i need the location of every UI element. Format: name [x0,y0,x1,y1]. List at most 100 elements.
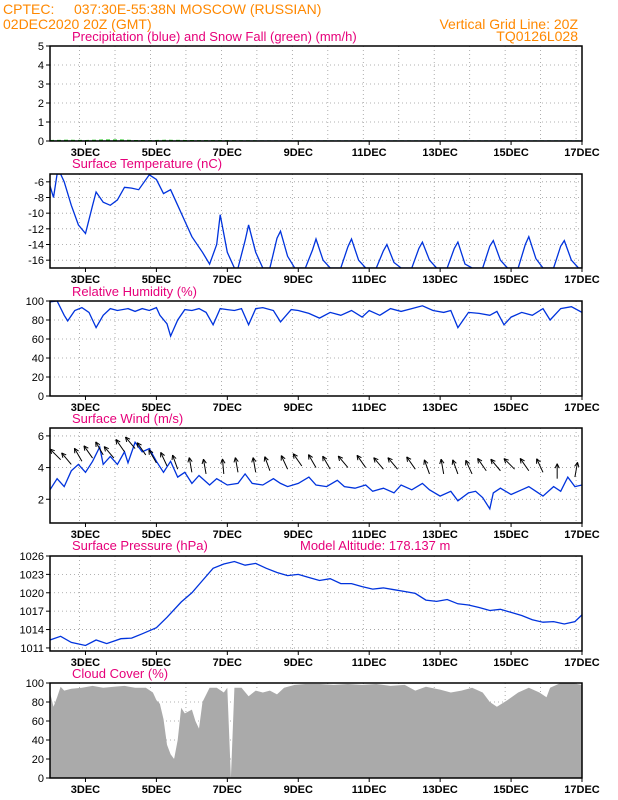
wind-frame [49,427,583,524]
wind-arrow-head [554,463,558,469]
x-tick-label: 17DEC [564,784,600,796]
wind-arrow-head [292,453,295,459]
cloud-title: Cloud Cover (%) [72,666,168,681]
wind-arrow [423,459,430,475]
wind-arrow-head [50,448,55,452]
rh-data [50,301,582,338]
wind-arrow-shaft [221,458,225,474]
wind-arrow [280,455,289,470]
wind-arrow [95,441,104,456]
x-tick-label: 15DEC [493,529,529,541]
wind-arrow [292,453,303,467]
wind-arrow-head [252,457,257,462]
wind-arrow-shaft [440,459,445,475]
y-tick-label: 3 [38,79,44,91]
wind-arrow [201,458,207,475]
wind-arrow [439,458,445,475]
wind-arrow-head [61,452,67,456]
y-tick-label: 2 [38,494,44,506]
wind-arrow-shaft [95,441,104,456]
temp-frame [49,173,583,269]
wind-arrow-head [203,458,207,464]
wind-arrow [519,458,530,472]
x-tick-label: 11DEC [352,529,387,541]
temp-grid [50,174,582,268]
y-tick-label: 100 [26,678,44,690]
wind-arrow [115,439,125,453]
wind-arrow-head [172,454,177,459]
wind-arrow [406,456,416,470]
wind-arrow-head [136,442,139,448]
x-tick-label: 9DEC [284,402,313,414]
wind-arrow-head [406,456,408,462]
wind-arrow-shaft [536,458,544,473]
wind-arrow-head [452,459,457,464]
wind-arrow-shaft [465,460,473,475]
wind-arrow-shaft [387,457,398,470]
wind-arrow [387,457,398,470]
wind-arrow-head [222,458,226,464]
x-tick-label: 15DEC [493,657,529,669]
wind-arrow-shaft [490,458,501,472]
wind-arrow-head [95,441,101,446]
wind-title: Surface Wind (m/s) [72,411,183,426]
wind-arrow-head [503,458,507,464]
x-tick-label: 7DEC [213,402,242,414]
wind-arrow-shaft [103,446,115,459]
wind-arrow-head [423,459,425,465]
wind-arrow [83,445,93,459]
wind-arrow [574,462,580,478]
wind-arrow-head [83,445,86,451]
wind-arrow-head [465,459,470,464]
wind-arrow-head [220,458,223,464]
wind-grid [50,428,582,523]
y-tick-label: 5 [38,41,44,53]
y-tick-label: -12 [28,224,44,236]
y-tick-label: 2 [38,98,44,110]
wind-arrow-shaft [503,458,515,470]
x-tick-label: 7DEC [213,784,242,796]
y-tick-label: 1023 [20,569,44,581]
wind-arrow-head [356,454,362,459]
wind-arrow-shaft [452,459,459,475]
y-tick-label: 0 [38,773,44,785]
wind-arrow-shaft [125,436,136,449]
wind-arrow-head [233,457,236,463]
wind-arrow-head [201,459,204,465]
x-tick-label: 9DEC [284,784,313,796]
y-tick-label: -8 [34,193,44,205]
y-tick-label: 80 [32,697,44,709]
x-tick-label: 5DEC [142,529,171,541]
wind-arrow-shaft [337,455,349,468]
wind-arrow-head [406,456,412,460]
wind-arrow-head [356,455,359,461]
x-tick-label: 9DEC [284,147,313,159]
y-tick-label: 0 [38,391,44,403]
wind-arrow [103,446,115,459]
wind-arrow-head [103,446,106,452]
wind-arrow-head [322,455,328,460]
wind-arrow-shaft [83,445,93,459]
x-tick-label: 7DEC [213,529,242,541]
y-tick-label: 6 [38,431,44,443]
temp-title: Surface Temperature (nC) [72,156,222,171]
header-location: 037:30E-55:38N MOSCOW (RUSSIAN) [74,1,321,17]
precip-panel: 0 1 2 3 4 5 3DEC 5DEC 7DEC 9DEC 11DEC 13DEC 15DEC 17D… [38,29,600,159]
wind-arrow-head [171,455,174,461]
wind-arrow-head [61,452,64,458]
wind-arrow-head [337,455,340,462]
wind-arrow-shaft [160,452,168,467]
wind-arrow-head [115,439,121,443]
wind-arrow-shaft [252,457,257,473]
wind-arrow-head [280,455,286,460]
wind-arrow [322,455,331,470]
y-tick-label: -10 [28,208,44,220]
wind-arrow-shaft [292,453,303,467]
wind-arrow [148,449,157,464]
wind-arrow-shaft [574,462,579,478]
header-grid-note: Vertical Grid Line: 20Z [439,16,578,32]
cloud-cover-area [50,683,582,778]
wind-arrow-head [577,462,580,468]
y-tick-label: 0 [38,136,44,148]
y-tick-label: 4 [38,60,44,72]
